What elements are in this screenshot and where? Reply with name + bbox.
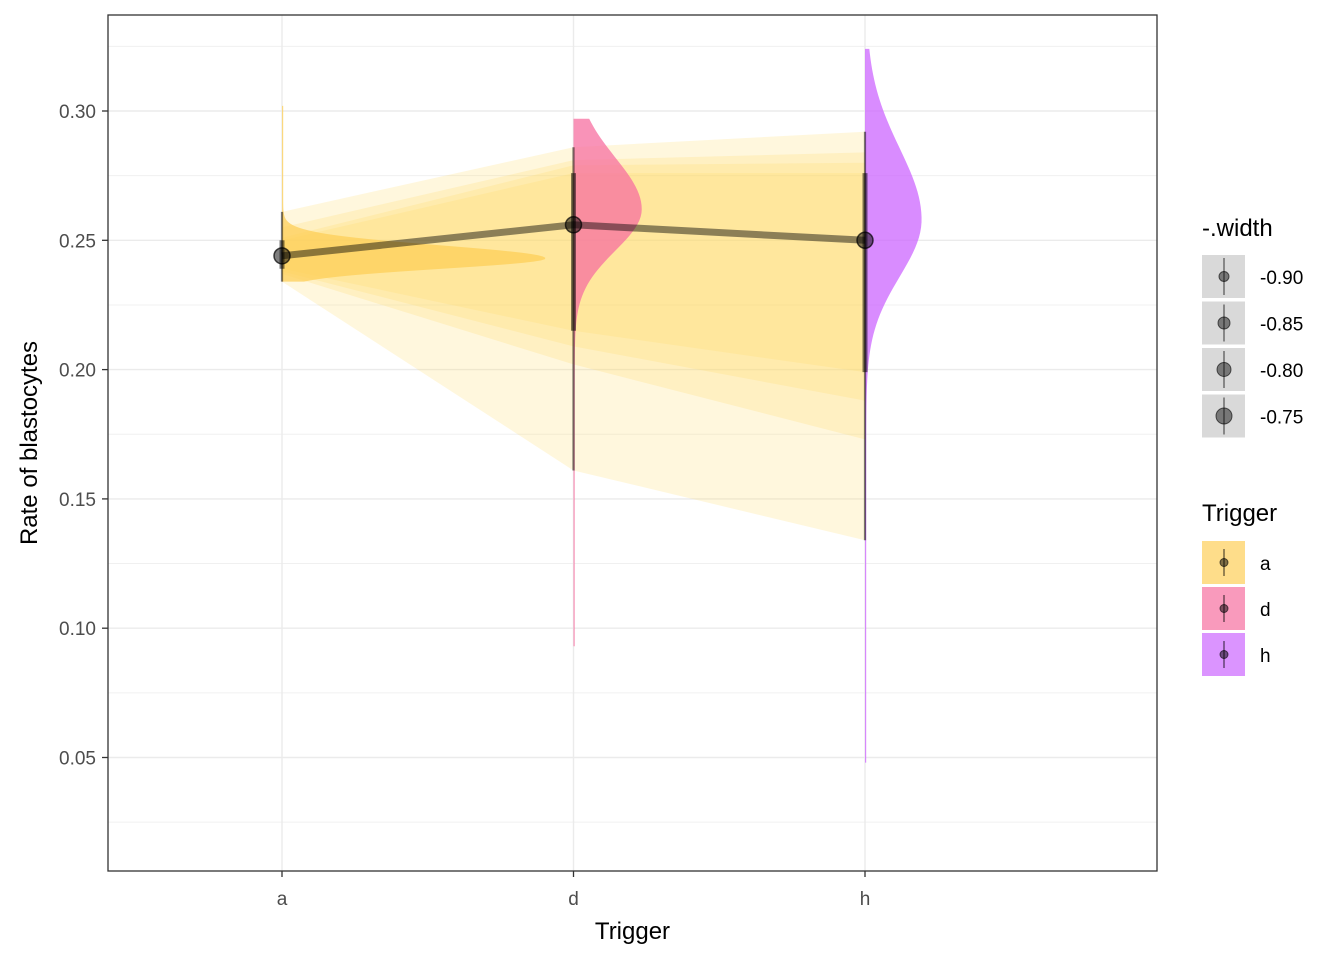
- legend-width-key-point: [1217, 316, 1231, 330]
- density-h: [865, 48, 922, 763]
- legend-trigger-key-point: [1219, 558, 1229, 567]
- y-tick-label: 0.10: [59, 619, 96, 640]
- x-tick-label: h: [860, 889, 871, 910]
- legend-trigger-key-point: [1219, 650, 1229, 659]
- legend-width-label: -0.80: [1260, 361, 1303, 382]
- x-axis-title: Trigger: [595, 918, 670, 945]
- y-axis-title: Rate of blastocytes: [16, 341, 43, 545]
- legend-width-key-point: [1216, 362, 1232, 377]
- legend-trigger-key-point: [1219, 604, 1229, 613]
- legend-width-key-point: [1215, 407, 1233, 425]
- panel-border: [107, 14, 1158, 872]
- legend-width-title: -.width: [1202, 215, 1273, 242]
- point-estimate: [273, 247, 291, 265]
- density-a: [282, 105, 546, 282]
- x-tick-label: a: [277, 889, 288, 910]
- legend-trigger-label: a: [1260, 554, 1271, 575]
- density-d: [573, 118, 642, 647]
- legend-width: -.width -0.90 -0.85 -0.80 -0.75: [1202, 215, 1303, 438]
- y-tick-label: 0.15: [59, 490, 96, 511]
- axes: 0.05 0.10 0.15 0.20 0.25 0.30 a d h: [59, 102, 870, 910]
- legend-width-key-point: [1218, 271, 1230, 282]
- y-tick-label: 0.05: [59, 749, 96, 770]
- legend-trigger-label: d: [1260, 600, 1271, 621]
- legend-trigger: Trigger a d h: [1202, 500, 1277, 676]
- legend-width-label: -0.90: [1260, 268, 1303, 289]
- point-intervals: [273, 131, 874, 541]
- density-shapes: [282, 48, 922, 763]
- y-tick-label: 0.25: [59, 231, 96, 252]
- x-tick-label: d: [568, 889, 579, 910]
- y-tick-label: 0.20: [59, 361, 96, 382]
- legend-trigger-title: Trigger: [1202, 500, 1277, 527]
- legend-width-label: -0.85: [1260, 315, 1303, 336]
- point-estimate: [564, 216, 583, 234]
- point-estimate: [856, 231, 874, 250]
- legend-width-label: -0.75: [1260, 408, 1303, 429]
- y-tick-label: 0.30: [59, 102, 96, 123]
- legend-trigger-label: h: [1260, 646, 1271, 667]
